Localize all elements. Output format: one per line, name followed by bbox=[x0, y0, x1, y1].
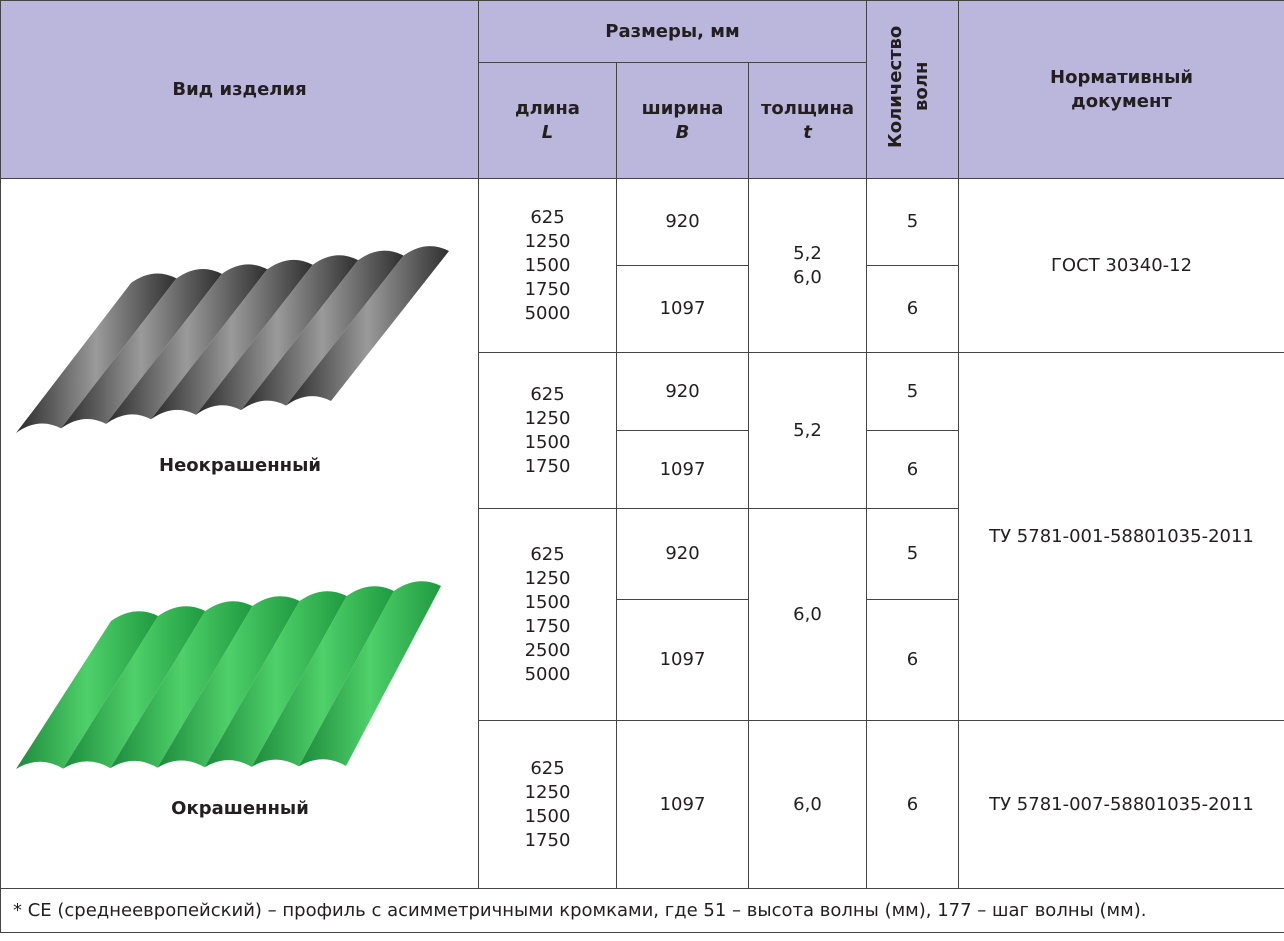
header-length-text: длина bbox=[479, 97, 616, 121]
length-value: 625 bbox=[479, 206, 616, 230]
sheets bbox=[1, 179, 479, 889]
waves: 5 bbox=[867, 179, 959, 266]
width: 920 bbox=[617, 179, 749, 266]
thickness: 5,2 bbox=[749, 353, 867, 509]
thickness-value: 6,0 bbox=[749, 266, 866, 290]
width: 920 bbox=[617, 509, 749, 600]
label-unpainted: Неокрашенный bbox=[1, 454, 479, 478]
thickness: 6,0 bbox=[749, 509, 867, 721]
doc: ГОСТ 30340-12 bbox=[959, 179, 1284, 353]
length-value: 625 bbox=[479, 383, 616, 407]
length-value: 1750 bbox=[479, 278, 616, 302]
doc: ТУ 5781-007-58801035-2011 bbox=[959, 721, 1284, 889]
image-area: Неокрашенный Окрашенный bbox=[1, 179, 479, 889]
width: 1097 bbox=[617, 600, 749, 721]
width: 1097 bbox=[617, 431, 749, 509]
length-value: 1500 bbox=[479, 431, 616, 455]
length-value: 625 bbox=[479, 543, 616, 567]
width: 1097 bbox=[617, 721, 749, 889]
waves: 6 bbox=[867, 600, 959, 721]
waves: 5 bbox=[867, 509, 959, 600]
length-value: 1250 bbox=[479, 781, 616, 805]
width: 1097 bbox=[617, 266, 749, 353]
header-sizes: Размеры, мм bbox=[479, 1, 867, 63]
product-images: Неокрашенный Окрашенный bbox=[1, 179, 479, 889]
length-value: 1500 bbox=[479, 254, 616, 278]
header-waves: Количество волн bbox=[883, 0, 943, 175]
header-thickness-text: толщина bbox=[749, 97, 866, 121]
waves: 6 bbox=[867, 431, 959, 509]
length-value: 1500 bbox=[479, 591, 616, 615]
header-waves-cell: Количество волн bbox=[867, 1, 959, 179]
length-value: 625 bbox=[479, 757, 616, 781]
header-width-text: ширина bbox=[617, 97, 748, 121]
length-value: 1750 bbox=[479, 829, 616, 853]
length-value: 1500 bbox=[479, 805, 616, 829]
thickness-value: 5,2 bbox=[749, 242, 866, 266]
waves: 5 bbox=[867, 353, 959, 431]
length-value: 5000 bbox=[479, 302, 616, 326]
header-thickness-sym: t bbox=[749, 121, 866, 145]
green-sheet bbox=[16, 581, 441, 769]
header-doc-text: Нормативный документ bbox=[1022, 66, 1222, 114]
length-value: 1750 bbox=[479, 455, 616, 479]
length-value: 1250 bbox=[479, 230, 616, 254]
thickness-value: 5,2 bbox=[749, 419, 866, 443]
label-painted: Окрашенный bbox=[1, 797, 479, 821]
length-value: 1750 bbox=[479, 615, 616, 639]
gray-sheet bbox=[16, 246, 449, 433]
header-doc: Нормативный документ bbox=[959, 1, 1284, 179]
width: 920 bbox=[617, 353, 749, 431]
header-length-sym: L bbox=[479, 121, 616, 145]
length-value: 2500 bbox=[479, 639, 616, 663]
length-value: 1250 bbox=[479, 407, 616, 431]
header-width-sym: B bbox=[617, 121, 748, 145]
doc: ТУ 5781-001-58801035-2011 bbox=[959, 353, 1284, 721]
thickness-value: 6,0 bbox=[749, 793, 866, 817]
waves: 6 bbox=[867, 266, 959, 353]
thickness-value: 6,0 bbox=[749, 603, 866, 627]
footnote: * СЕ (среднеевропейский) – профиль с аси… bbox=[1, 889, 1284, 933]
length-value: 5000 bbox=[479, 663, 616, 687]
thickness: 6,0 bbox=[749, 721, 867, 889]
waves: 6 bbox=[867, 721, 959, 889]
header-product: Вид изделия bbox=[1, 1, 479, 179]
length-value: 1250 bbox=[479, 567, 616, 591]
